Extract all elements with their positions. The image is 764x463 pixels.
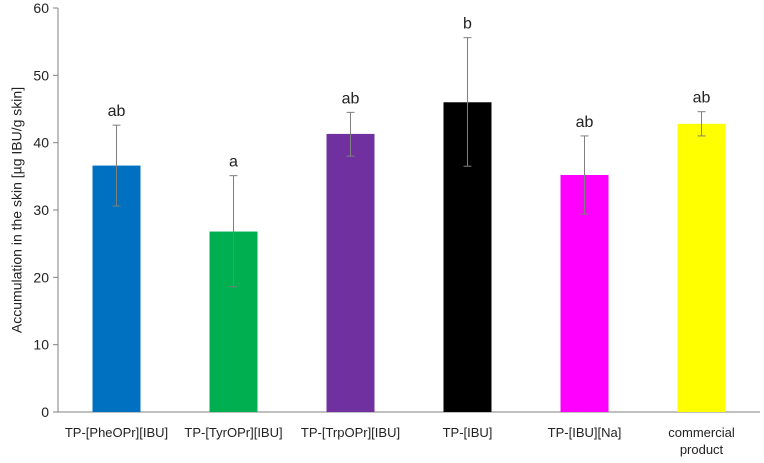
y-tick-label: 10 bbox=[33, 337, 49, 353]
x-category-label: commercial bbox=[668, 425, 735, 440]
y-tick-label: 60 bbox=[33, 0, 49, 16]
x-category-label: TP-[TrpOPr][IBU] bbox=[301, 425, 400, 440]
x-category-label: TP-[TyrOPr][IBU] bbox=[184, 425, 282, 440]
bar bbox=[677, 123, 726, 413]
y-axis-ticks: 0 10 20 30 40 50 60 bbox=[33, 0, 58, 420]
y-tick-label: 50 bbox=[33, 67, 49, 83]
significance-label: ab bbox=[693, 90, 711, 107]
y-tick-label: 40 bbox=[33, 135, 49, 151]
significance-label: ab bbox=[342, 90, 360, 107]
y-tick-label: 0 bbox=[41, 404, 49, 420]
category-labels: TP-[PheOPr][IBU] TP-[TyrOPr][IBU] TP-[TrpO… bbox=[65, 425, 735, 457]
significance-labels: ab a ab b ab ab bbox=[108, 16, 711, 171]
y-tick-label: 20 bbox=[33, 269, 49, 285]
x-category-label: TP-[PheOPr][IBU] bbox=[65, 425, 168, 440]
significance-label: a bbox=[229, 154, 238, 171]
significance-label: ab bbox=[576, 114, 594, 131]
x-category-label: product bbox=[680, 442, 724, 457]
y-axis-title: Accumulation in the skin [µg IBU/g skin] bbox=[9, 87, 25, 333]
x-category-label: TP-[IBU] bbox=[443, 425, 493, 440]
y-tick-label: 30 bbox=[33, 202, 49, 218]
error-bars bbox=[112, 37, 706, 288]
bar bbox=[326, 133, 375, 412]
significance-label: ab bbox=[108, 103, 126, 120]
bar-series bbox=[92, 102, 726, 413]
bar bbox=[92, 165, 141, 412]
significance-label: b bbox=[463, 16, 472, 33]
x-category-label: TP-[IBU][Na] bbox=[548, 425, 622, 440]
